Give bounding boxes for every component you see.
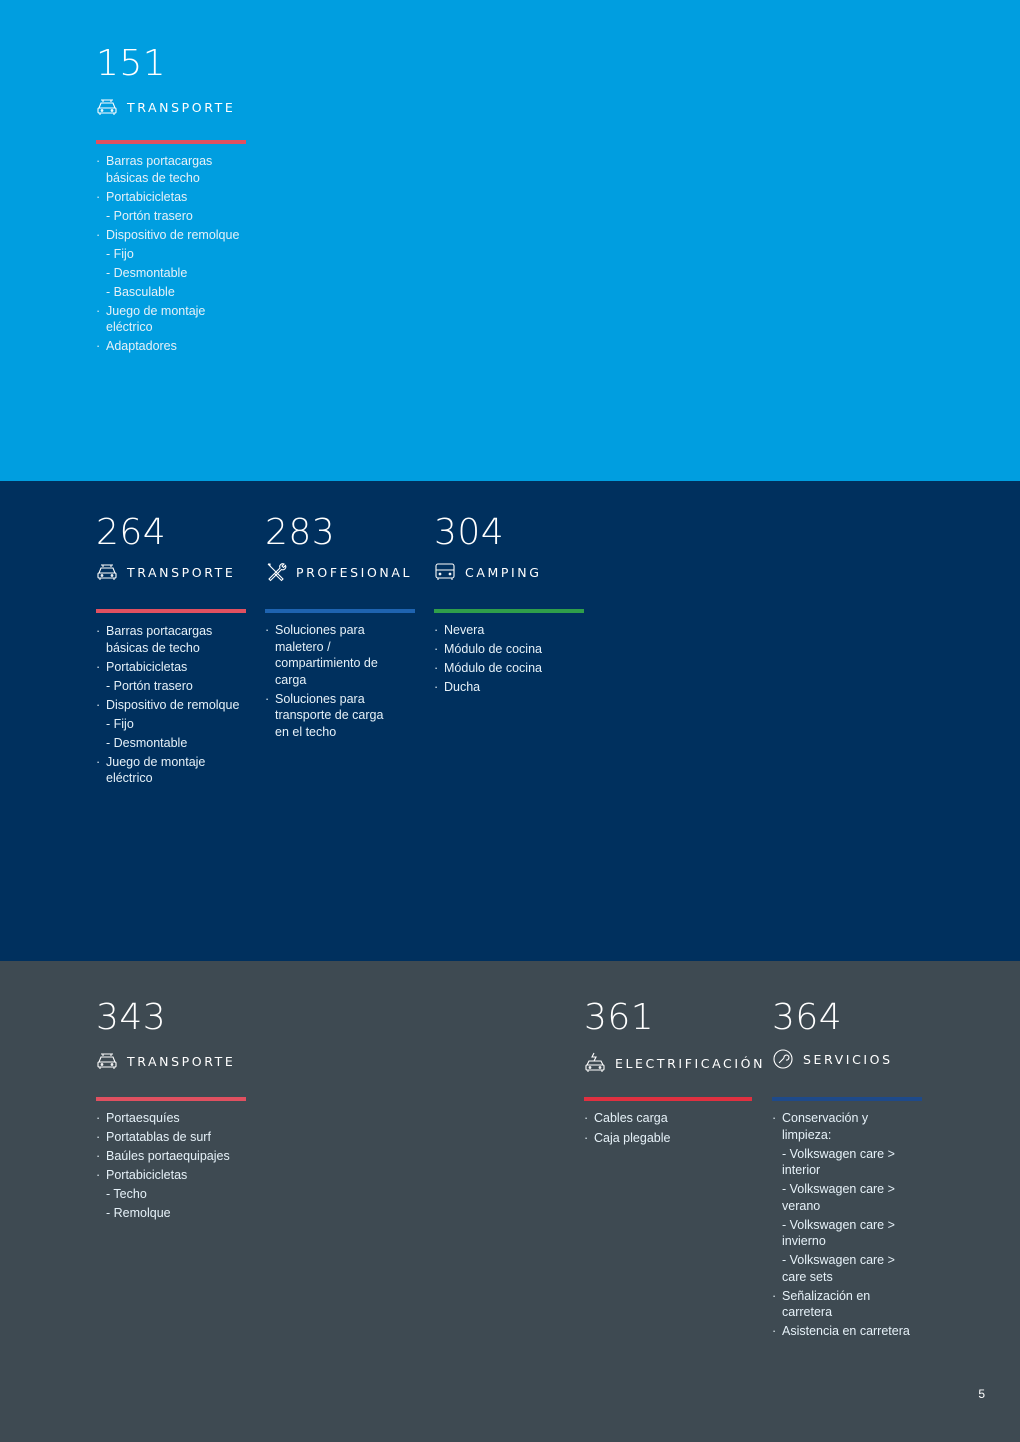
- item-list: Barras portacargas básicas de techo Port…: [96, 153, 256, 357]
- item-list: Conservación y limpieza: - Volkswagen ca…: [772, 1110, 922, 1342]
- section-band-slate: 343 TRANSPORTE Portaesquíes Portatablas …: [0, 961, 1020, 1442]
- car-roof-rack-icon: [96, 1050, 118, 1072]
- list-item: Dispositivo de remolque: [96, 227, 256, 244]
- section-label: TRANSPORTE: [127, 564, 236, 580]
- list-item: Portabicicletas: [96, 189, 256, 206]
- section-rule: [96, 609, 246, 613]
- list-item: Ducha: [434, 679, 584, 696]
- section-rule: [265, 609, 415, 613]
- list-subitem: - Fijo: [106, 716, 134, 731]
- item-list: Barras portacargas básicas de techo Port…: [96, 623, 248, 789]
- list-subitem: - Volkswagen care > interior: [782, 1146, 895, 1178]
- list-subitem: - Remolque: [106, 1206, 171, 1220]
- list-item: Juego de montaje eléctrico: [96, 754, 221, 787]
- section-rule: [96, 140, 246, 144]
- item-list: Cables carga Caja plegable: [584, 1110, 744, 1149]
- section-label: CAMPING: [465, 564, 542, 580]
- section-heading: CAMPING: [434, 561, 542, 583]
- list-subitem: - Desmontable: [106, 265, 188, 280]
- wrench-circle-icon: [772, 1048, 794, 1070]
- list-subitem: - Desmontable: [106, 735, 188, 750]
- section-heading: SERVICIOS: [772, 1048, 893, 1070]
- list-item: Barras portacargas básicas de techo: [96, 623, 221, 656]
- section-label: ELECTRIFICACIÓN: [615, 1055, 766, 1071]
- list-subitem: - Volkswagen care > care sets: [782, 1253, 895, 1284]
- electric-car-icon: [584, 1052, 606, 1074]
- list-item: Conservación y limpieza:: [772, 1110, 877, 1143]
- item-list: Soluciones para maletero / compartimient…: [265, 622, 405, 743]
- section-number: 361: [584, 997, 655, 1038]
- section-heading: TRANSPORTE: [96, 561, 235, 583]
- section-number: 151: [96, 43, 167, 84]
- section-rule: [584, 1097, 752, 1101]
- page-number: 5: [978, 1387, 985, 1401]
- list-item: Soluciones para maletero / compartimient…: [265, 622, 380, 688]
- list-subitem: - Portón trasero: [106, 678, 193, 693]
- section-label: SERVICIOS: [803, 1051, 893, 1067]
- list-subitem: - Portón trasero: [106, 208, 193, 223]
- section-number: 264: [96, 512, 167, 553]
- list-item: Módulo de cocina: [434, 660, 584, 677]
- list-item: Portatablas de surf: [96, 1129, 256, 1146]
- item-list: Nevera Módulo de cocina Módulo de cocina…: [434, 622, 584, 698]
- list-item: Barras portacargas básicas de techo: [96, 153, 256, 186]
- section-heading: ELECTRIFICACIÓN: [584, 1052, 765, 1074]
- section-label: TRANSPORTE: [127, 99, 236, 115]
- list-item: Dispositivo de remolque: [96, 697, 248, 714]
- list-item: Portaesquíes: [96, 1110, 256, 1127]
- list-item: Asistencia en carretera: [772, 1323, 922, 1340]
- list-item: Juego de montaje eléctrico: [96, 303, 221, 336]
- section-rule: [772, 1097, 922, 1101]
- section-band-light-blue: 151 TRANSPORTE Barras portacargas básica…: [0, 0, 1020, 481]
- list-item: Caja plegable: [584, 1130, 744, 1147]
- list-subitem: - Basculable: [106, 284, 175, 299]
- section-band-dark-blue: 264 TRANSPORTE Barras portacargas básica…: [0, 481, 1020, 961]
- section-rule: [96, 1097, 246, 1101]
- list-item: Adaptadores: [96, 338, 256, 355]
- section-heading: PROFESIONAL: [265, 561, 412, 583]
- car-roof-rack-icon: [96, 96, 118, 118]
- list-subitem: - Volkswagen care > invierno: [782, 1217, 895, 1249]
- van-icon: [434, 561, 456, 583]
- list-item: Señalización en carretera: [772, 1288, 877, 1321]
- section-heading: TRANSPORTE: [96, 96, 235, 118]
- list-subitem: - Fijo: [106, 246, 134, 261]
- section-rule: [434, 609, 584, 613]
- item-list: Portaesquíes Portatablas de surf Baúles …: [96, 1110, 256, 1224]
- section-heading: TRANSPORTE: [96, 1050, 235, 1072]
- car-roof-rack-icon: [96, 561, 118, 583]
- list-item: Soluciones para transporte de carga en e…: [265, 691, 395, 741]
- section-number: 343: [96, 997, 167, 1038]
- list-item: Cables carga: [584, 1110, 744, 1127]
- section-number: 283: [265, 512, 336, 553]
- section-number: 364: [772, 997, 843, 1038]
- list-item: Baúles portaequipajes: [96, 1148, 256, 1165]
- list-subitem: - Volkswagen care > verano: [782, 1182, 895, 1213]
- list-item: Portabicicletas: [96, 1167, 256, 1184]
- section-number: 304: [434, 512, 505, 553]
- section-label: TRANSPORTE: [127, 1053, 236, 1069]
- tools-icon: [265, 561, 287, 583]
- list-item: Nevera: [434, 622, 584, 639]
- list-item: Portabicicletas: [96, 659, 248, 676]
- section-label: PROFESIONAL: [296, 564, 413, 580]
- list-subitem: - Techo: [106, 1187, 147, 1201]
- list-item: Módulo de cocina: [434, 641, 584, 658]
